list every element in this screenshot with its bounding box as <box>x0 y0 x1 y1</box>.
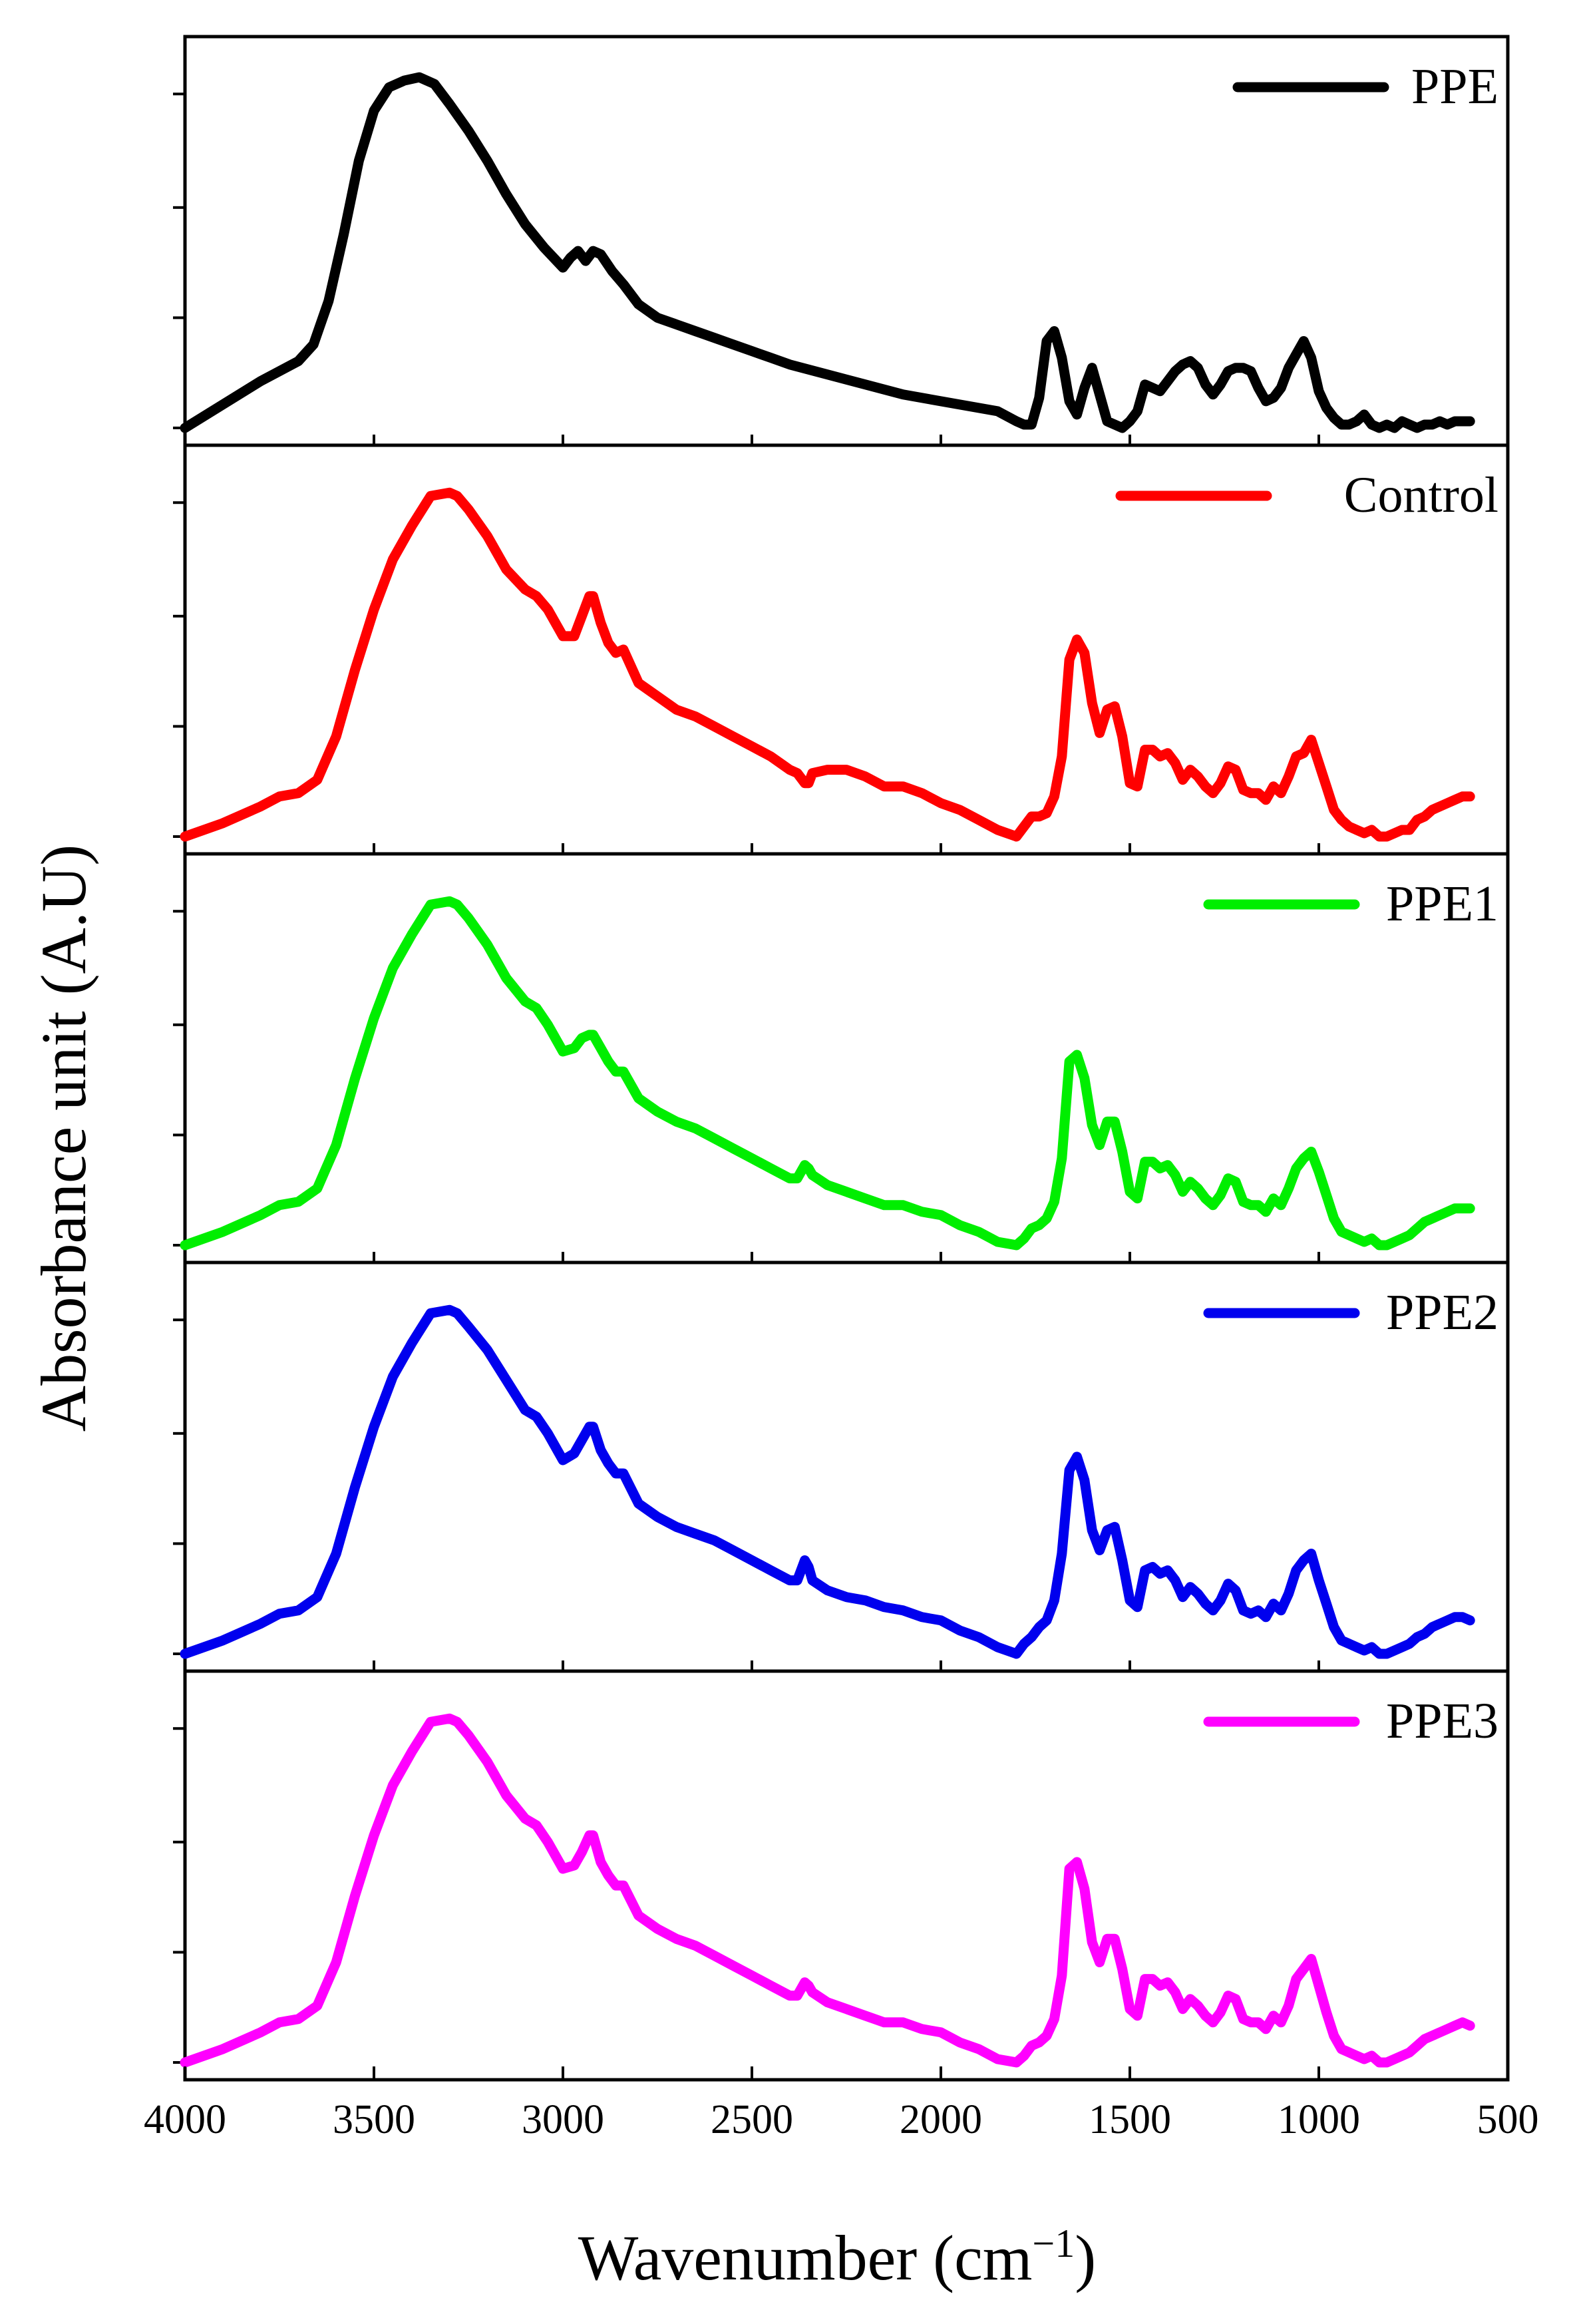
panel-control: Control <box>173 443 1508 842</box>
legend-ppe3: PPE3 <box>1203 1693 1498 1749</box>
series-line-ppe1 <box>180 896 1475 1251</box>
legend-label: PPE <box>1411 59 1498 114</box>
panels-layer: PPE Control PPE1 PPE2 PPE3 <box>173 35 1510 2082</box>
x-tick-label: 500 <box>1477 2097 1539 2142</box>
x-tick-label: 3500 <box>333 2097 415 2142</box>
legend-label: PPE1 <box>1386 876 1498 932</box>
series-line-ppe3 <box>180 1713 1475 2068</box>
x-tick-label: 2000 <box>900 2097 982 2142</box>
x-tick-label: 1500 <box>1089 2097 1171 2142</box>
series-line-ppe <box>180 72 1475 433</box>
panel-ppe2: PPE2 <box>173 1260 1508 1659</box>
series-line-control <box>180 487 1475 842</box>
x-tick-label: 1000 <box>1278 2097 1360 2142</box>
legend-control: Control <box>1115 467 1498 523</box>
legend-label: PPE2 <box>1386 1284 1498 1340</box>
legend-ppe2: PPE2 <box>1203 1284 1498 1340</box>
x-tick-label: 3000 <box>522 2097 604 2142</box>
series-line-ppe2 <box>180 1304 1475 1659</box>
x-tick-label: 4000 <box>144 2097 226 2142</box>
legend-ppe: PPE <box>1232 59 1498 114</box>
legend-ppe1: PPE1 <box>1203 876 1498 932</box>
y-axis-title: Absorbance unit (A.U) <box>28 845 99 1432</box>
x-axis: 4000 3500 3000 2500 2000 1500 1000 500 <box>144 435 1539 2142</box>
x-axis-title-main: Wavenumber (cm <box>578 2222 1033 2293</box>
legend-label: Control <box>1344 467 1498 523</box>
plot-frame <box>183 35 1510 2082</box>
panel-ppe: PPE <box>173 59 1498 433</box>
x-tick-label: 2500 <box>711 2097 793 2142</box>
panel-ppe1: PPE1 <box>173 852 1508 1251</box>
x-axis-title: Wavenumber (cm−1) <box>578 2222 1096 2293</box>
legend-label: PPE3 <box>1386 1693 1498 1749</box>
panel-ppe3: PPE3 <box>173 1669 1508 2068</box>
x-axis-title-superscript: −1 <box>1032 2222 1075 2265</box>
x-axis-title-close: ) <box>1075 2222 1096 2293</box>
